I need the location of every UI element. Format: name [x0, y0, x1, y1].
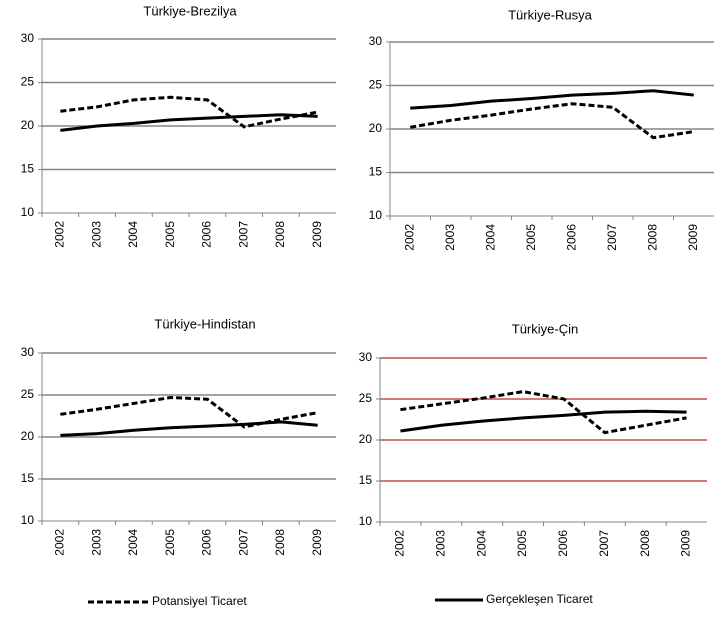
x-tick-label: 2004	[483, 224, 497, 251]
series-line	[409, 102, 694, 140]
x-tick-label: 2007	[236, 529, 250, 556]
x-tick-label: 2009	[679, 530, 693, 557]
x-tick-label: 2009	[686, 224, 700, 251]
x-tick-label: 2009	[310, 529, 324, 556]
y-tick-label: 20	[359, 432, 373, 446]
y-tick-label: 15	[359, 473, 373, 487]
chart-title: Türkiye-Hindistan	[154, 316, 255, 331]
y-tick-label: 10	[21, 205, 35, 219]
y-tick-label: 20	[21, 118, 35, 132]
y-tick-label: 30	[21, 31, 35, 45]
x-tick-label: 2003	[89, 221, 103, 248]
chart-title: Türkiye-Brezilya	[143, 3, 237, 18]
chart-title: Türkiye-Çin	[512, 321, 578, 336]
x-tick-label: 2008	[645, 224, 659, 251]
x-tick-label: 2004	[474, 530, 488, 557]
x-tick-label: 2003	[443, 224, 457, 251]
x-tick-label: 2004	[126, 529, 140, 556]
x-tick-label: 2005	[163, 529, 177, 556]
series-line	[60, 113, 318, 132]
x-tick-label: 2002	[402, 224, 416, 251]
y-tick-label: 15	[21, 162, 35, 176]
legend-label: Gerçekleşen Ticaret	[486, 592, 593, 606]
y-tick-label: 30	[359, 350, 373, 364]
series-line	[60, 396, 318, 429]
x-tick-label: 2008	[638, 530, 652, 557]
x-tick-label: 2006	[564, 224, 578, 251]
x-tick-label: 2002	[393, 530, 407, 557]
x-tick-label: 2008	[273, 221, 287, 248]
x-tick-label: 2006	[556, 530, 570, 557]
y-tick-label: 15	[21, 471, 35, 485]
x-tick-label: 2004	[126, 221, 140, 248]
series-line	[60, 95, 318, 129]
x-tick-label: 2007	[236, 221, 250, 248]
series-line	[400, 409, 687, 433]
chart-title: Türkiye-Rusya	[508, 7, 593, 22]
x-tick-label: 2008	[273, 529, 287, 556]
x-tick-label: 2003	[433, 530, 447, 557]
series-line	[60, 420, 318, 437]
y-tick-label: 10	[21, 513, 35, 527]
y-tick-label: 20	[21, 429, 35, 443]
y-tick-label: 10	[359, 514, 373, 528]
legend-label: Potansiyel Ticaret	[152, 594, 247, 608]
x-tick-label: 2007	[605, 224, 619, 251]
y-tick-label: 25	[21, 387, 35, 401]
y-tick-label: 25	[369, 78, 383, 92]
x-tick-label: 2005	[515, 530, 529, 557]
x-tick-label: 2009	[310, 221, 324, 248]
x-tick-label: 2007	[597, 530, 611, 557]
y-tick-label: 25	[21, 75, 35, 89]
x-tick-label: 2005	[524, 224, 538, 251]
series-line	[410, 89, 694, 110]
y-tick-label: 25	[359, 391, 373, 405]
y-tick-label: 30	[369, 34, 383, 48]
x-tick-label: 2002	[53, 221, 67, 248]
y-tick-label: 30	[21, 345, 35, 359]
x-tick-label: 2006	[200, 221, 214, 248]
x-tick-label: 2005	[163, 221, 177, 248]
y-tick-label: 15	[369, 165, 383, 179]
x-tick-label: 2003	[89, 529, 103, 556]
y-tick-label: 20	[369, 121, 383, 135]
series-line	[400, 390, 687, 435]
x-tick-label: 2006	[200, 529, 214, 556]
y-tick-label: 10	[369, 208, 383, 222]
x-tick-label: 2002	[53, 529, 67, 556]
